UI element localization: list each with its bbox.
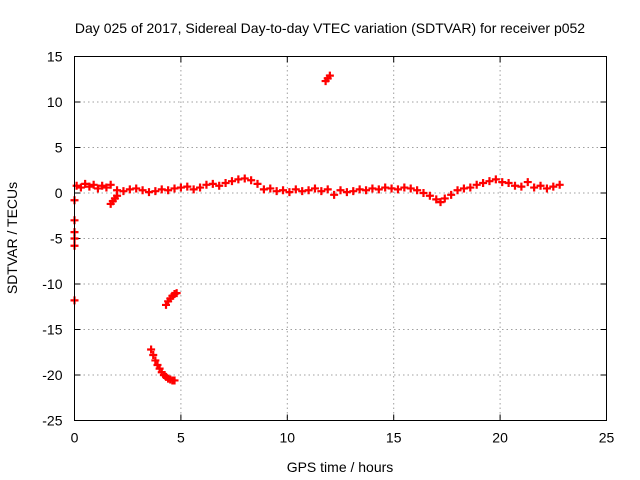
data-point [330,190,339,199]
data-point [485,177,494,186]
data-point [317,187,326,196]
plot-frame [74,56,607,421]
data-point [466,183,475,192]
series-high_segment [321,71,334,86]
y-tick-label: -10 [42,276,62,292]
data-point [436,198,445,207]
chart-title: Day 025 of 2017, Sidereal Day-to-day VTE… [75,20,585,36]
y-tick-label: -25 [42,413,62,429]
data-point [240,174,249,183]
data-point [523,178,532,187]
data-point [189,185,198,194]
data-points [70,71,564,385]
data-point [440,194,449,203]
data-point [549,182,558,191]
y-tick-label: 0 [55,185,63,201]
data-point [530,183,539,192]
data-point [310,184,319,193]
data-point [472,180,481,189]
data-point [479,178,488,187]
data-point [266,184,275,193]
y-tick-label: -15 [42,322,62,338]
series-low_arc [147,345,179,385]
data-point [102,183,111,192]
data-point [325,71,334,80]
data-point [491,175,500,184]
x-tick-label: 0 [71,430,79,446]
y-tick-labels: -25 -20 -15 -10 -5 0 5 10 15 [42,49,62,429]
data-point [536,181,545,190]
y-tick-label: -20 [42,367,62,383]
data-point [393,185,402,194]
y-tick-label: -5 [50,231,63,247]
data-point [89,180,98,189]
data-point [406,184,415,193]
y-tick-label: 15 [47,49,63,65]
series-main_track [72,174,564,207]
data-point [151,187,160,196]
data-point [253,179,262,188]
data-point [517,182,526,191]
y-tick-label: 5 [55,140,63,156]
data-point [208,179,217,188]
data-point [279,186,288,195]
data-point [425,191,434,200]
data-point [170,376,179,385]
data-point [542,184,551,193]
x-axis-label: GPS time / hours [287,459,394,475]
data-point [323,185,332,194]
x-tick-label: 5 [177,430,185,446]
data-point [183,182,192,191]
data-point [138,186,147,195]
data-point [93,184,102,193]
x-tick-labels: 0 5 10 15 20 25 [71,430,615,446]
data-point [164,186,173,195]
data-point [98,181,107,190]
y-axis-label: SDTVAR / TECUs [4,182,20,294]
data-point [149,350,158,359]
data-point [119,187,128,196]
series-dip_segment [106,191,122,208]
data-point [227,177,236,186]
data-point [374,185,383,194]
data-point [304,186,313,195]
data-point [85,182,94,191]
data-point [215,181,224,190]
data-point [147,345,156,354]
data-point [76,183,85,192]
data-point [291,185,300,194]
x-tick-label: 10 [280,430,296,446]
data-point [285,188,294,197]
data-point [349,187,358,196]
data-point [247,176,256,185]
data-point [106,180,115,189]
data-point [336,186,345,195]
data-point [447,190,456,199]
data-point [172,289,181,298]
data-point [132,184,141,193]
x-tick-label: 25 [599,430,615,446]
data-point [221,178,230,187]
data-point [504,178,513,187]
data-point [151,356,160,365]
series-mid_arc [162,289,181,309]
data-point [113,191,122,200]
data-point [196,183,205,192]
x-tick-label: 15 [386,430,402,446]
y-tick-label: 10 [47,94,63,110]
data-point [362,186,371,195]
data-point [81,179,90,188]
x-tick-label: 20 [492,430,508,446]
data-point [432,195,441,204]
data-point [555,180,564,189]
data-point [413,186,422,195]
data-point [72,181,81,190]
data-point [419,189,428,197]
data-point [453,186,462,195]
